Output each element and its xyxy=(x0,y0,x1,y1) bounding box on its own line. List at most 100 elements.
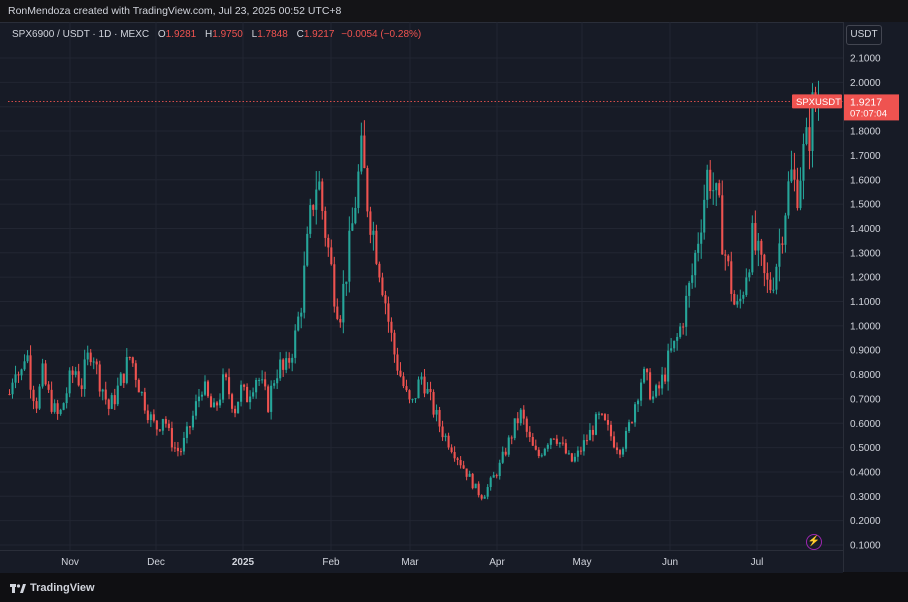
candle-body xyxy=(525,418,528,432)
candle-body xyxy=(279,359,282,379)
candle-body xyxy=(14,374,17,383)
candle-body xyxy=(781,243,784,245)
y-tick-label: 0.7000 xyxy=(850,394,881,405)
candle-body xyxy=(26,355,29,362)
candle-body xyxy=(357,171,360,208)
candle-body xyxy=(429,388,432,393)
y-tick-label: 1.8000 xyxy=(850,127,881,138)
candle-body xyxy=(760,240,763,255)
candle-body xyxy=(378,263,381,278)
candle-body xyxy=(185,426,188,438)
grid-lines xyxy=(0,22,843,550)
candle-body xyxy=(643,368,646,383)
y-tick-label: 0.5000 xyxy=(850,443,881,454)
candle-body xyxy=(606,420,610,425)
last-price-tag: SPXUSDT 1.9217 07:07:04 xyxy=(792,94,899,121)
candle-body xyxy=(65,393,68,404)
candle-body xyxy=(234,408,237,414)
candle-body xyxy=(68,370,71,394)
candle-body xyxy=(146,410,149,421)
candle-body xyxy=(597,413,601,415)
y-tick-label: 1.3000 xyxy=(850,248,881,259)
candle-body xyxy=(38,386,41,409)
candle-body xyxy=(724,254,727,256)
candle-body xyxy=(282,359,285,370)
candle-body xyxy=(513,418,516,439)
x-tick-labels: Nov Dec 2025 Feb Mar Apr May Jun Jul xyxy=(61,557,763,568)
candle-body xyxy=(203,381,207,395)
candle-body xyxy=(80,385,83,390)
candle-body xyxy=(775,266,778,290)
candle-body xyxy=(799,180,802,209)
candle-body xyxy=(95,361,98,365)
candle-body xyxy=(249,396,252,403)
candle-body xyxy=(640,382,643,401)
candle-body xyxy=(633,404,637,423)
candle-body xyxy=(143,392,146,411)
y-tick-label: 1.5000 xyxy=(850,200,881,211)
candle-body xyxy=(492,475,495,478)
candle-body xyxy=(128,357,131,359)
candle-body xyxy=(381,277,384,296)
credit-text: RonMendoza created with TradingView.com,… xyxy=(8,5,342,17)
candle-body xyxy=(766,273,769,280)
top-bar: RonMendoza created with TradingView.com,… xyxy=(0,0,908,22)
candle-body xyxy=(122,373,125,383)
candle-body xyxy=(540,455,543,457)
candle-body xyxy=(321,181,324,211)
candle-body xyxy=(793,169,796,180)
candle-body xyxy=(636,400,640,405)
candle-body xyxy=(230,394,234,409)
candle-body xyxy=(173,447,176,449)
candle-body xyxy=(682,326,685,328)
candle-body xyxy=(564,443,567,454)
candle-body xyxy=(507,437,510,455)
time-axis[interactable] xyxy=(0,550,843,572)
candle-body xyxy=(567,453,570,455)
candle-body xyxy=(504,451,507,455)
tradingview-logo[interactable]: TradingView xyxy=(10,582,95,594)
currency-button[interactable]: USDT xyxy=(846,25,882,45)
candle-body xyxy=(399,370,402,377)
candle-body xyxy=(600,413,604,415)
candle-body xyxy=(618,450,622,455)
y-tick-label: 0.9000 xyxy=(850,346,881,357)
lightning-icon[interactable]: ⚡ xyxy=(806,534,822,550)
candle-body xyxy=(29,355,32,390)
x-tick-label: Feb xyxy=(322,557,340,568)
candle-body xyxy=(730,261,733,294)
candle-body xyxy=(35,401,38,409)
candle-body xyxy=(221,374,225,400)
candle-body xyxy=(543,448,546,456)
candle-body xyxy=(603,414,607,421)
candle-body xyxy=(474,483,477,489)
candle-body xyxy=(667,350,670,382)
candle-body xyxy=(243,384,246,387)
candle-body xyxy=(498,462,501,477)
y-tick-label: 0.4000 xyxy=(850,467,881,478)
candle-body xyxy=(215,402,219,406)
candle-body xyxy=(528,431,531,438)
close-value: 1.9217 xyxy=(303,29,335,40)
candle-body xyxy=(59,409,62,414)
candle-body xyxy=(519,409,522,424)
candle-body xyxy=(405,386,408,391)
candle-body xyxy=(176,447,179,452)
candle-body xyxy=(715,183,718,191)
candle-body xyxy=(438,409,441,427)
low-value: 1.7848 xyxy=(257,29,288,40)
candlestick-chart[interactable]: 2.10002.00001.90001.80001.70001.60001.50… xyxy=(0,0,908,572)
candle-body xyxy=(802,143,805,181)
y-tick-label: 0.1000 xyxy=(850,541,881,552)
candle-body xyxy=(86,352,89,360)
chart-pane[interactable] xyxy=(0,22,843,573)
candles xyxy=(8,80,820,501)
candle-body xyxy=(417,379,420,399)
tradingview-logo-icon xyxy=(10,583,26,593)
candle-body xyxy=(375,230,378,264)
x-tick-label: Dec xyxy=(147,557,165,568)
candle-body xyxy=(694,252,697,276)
candle-body xyxy=(670,348,673,351)
candle-body xyxy=(630,422,634,424)
candle-body xyxy=(787,181,790,216)
